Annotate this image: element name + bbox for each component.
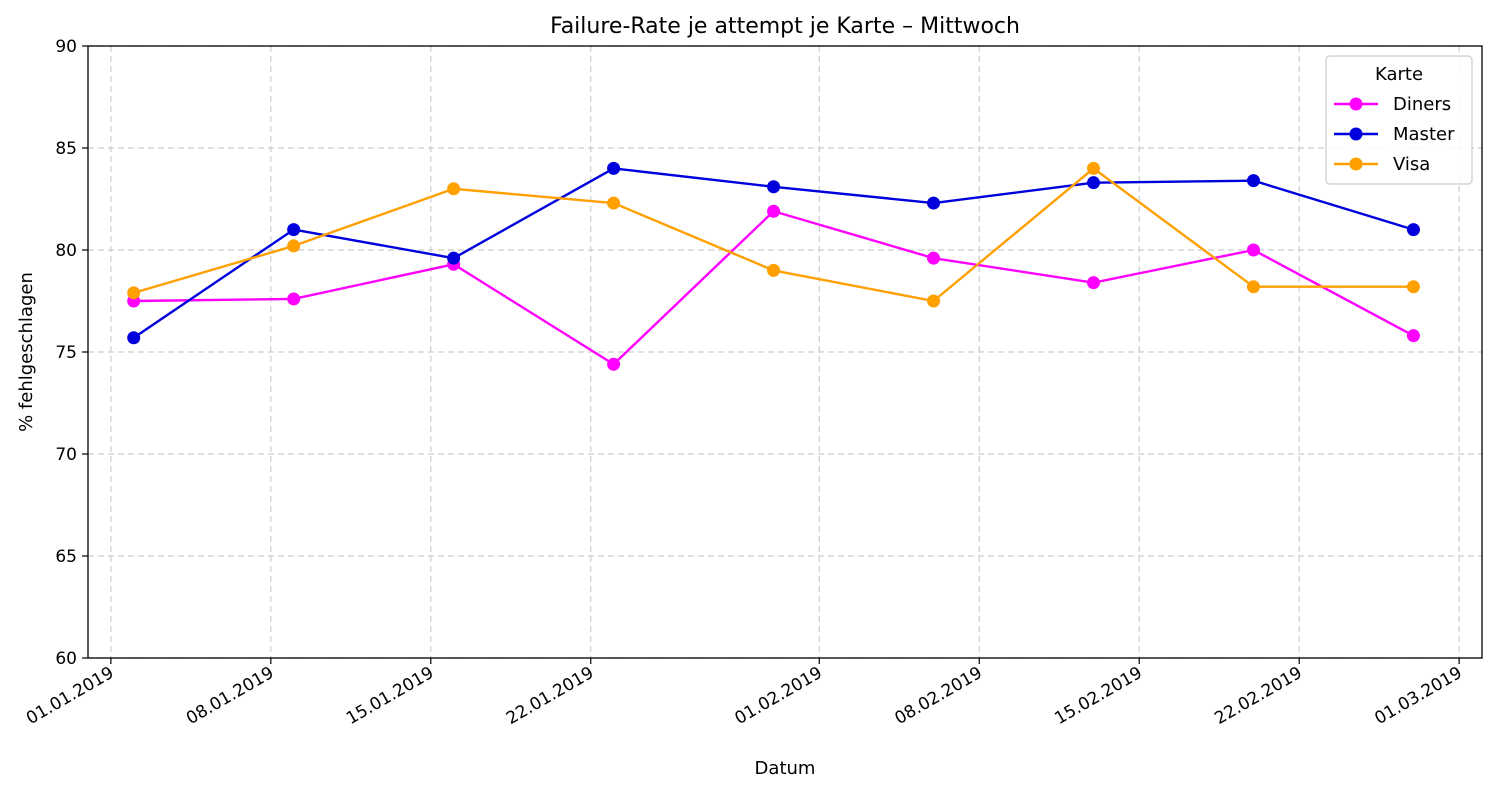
x-axis-label: Datum — [755, 758, 816, 779]
y-tick-label: 70 — [55, 445, 77, 465]
data-point-diners — [1406, 329, 1420, 343]
data-point-visa — [447, 182, 461, 196]
data-point-visa — [287, 239, 301, 253]
y-tick-label: 60 — [55, 649, 77, 669]
x-tick-label: 01.01.2019 — [23, 663, 117, 729]
data-point-visa — [1406, 280, 1420, 294]
legend-items: Diners Master Visa — [1334, 94, 1455, 175]
y-axis-label: % fehlgeschlagen — [16, 272, 37, 432]
data-point-master — [1087, 176, 1101, 190]
data-point-master — [127, 331, 141, 345]
data-point-diners — [1087, 276, 1101, 290]
data-point-master — [1406, 223, 1420, 237]
y-tick-label: 80 — [55, 241, 77, 261]
data-point-visa — [127, 286, 141, 300]
data-point-master — [287, 223, 301, 237]
data-point-visa — [607, 196, 621, 210]
series-lines — [127, 161, 1420, 371]
legend-label-visa: Visa — [1393, 154, 1430, 175]
chart-title: Failure-Rate je attempt je Karte – Mittw… — [550, 14, 1020, 39]
x-tick-label: 01.03.2019 — [1371, 663, 1465, 729]
x-tick-label: 22.02.2019 — [1211, 663, 1305, 729]
x-tick-label: 08.01.2019 — [183, 663, 277, 729]
data-point-master — [1246, 174, 1260, 188]
legend-box — [1325, 55, 1473, 185]
legend-marker-diners — [1349, 97, 1363, 111]
data-point-master — [767, 180, 781, 194]
legend-marker-master — [1349, 127, 1363, 141]
grid-lines — [88, 45, 1482, 659]
data-point-visa — [767, 263, 781, 277]
data-point-diners — [287, 292, 301, 306]
legend: Karte Diners Master Visa — [1325, 55, 1473, 185]
data-point-diners — [927, 251, 941, 265]
series-line-master — [133, 167, 1414, 339]
data-point-diners — [1246, 243, 1260, 257]
legend-label-diners: Diners — [1393, 94, 1451, 115]
x-tick-label: 15.02.2019 — [1051, 663, 1145, 729]
data-point-visa — [1246, 280, 1260, 294]
legend-marker-visa — [1349, 157, 1363, 171]
y-tick-label: 75 — [55, 343, 77, 363]
data-point-diners — [767, 204, 781, 218]
data-point-visa — [927, 294, 941, 308]
x-tick-label: 01.02.2019 — [731, 663, 825, 729]
data-point-master — [607, 161, 621, 175]
legend-title: Karte — [1375, 64, 1423, 85]
data-point-master — [927, 196, 941, 210]
axis-ticks: 60 65 70 75 80 85 90 01.01.2019 08.01.2019 15.01.… — [23, 37, 1466, 729]
data-point-diners — [607, 357, 621, 371]
y-tick-label: 65 — [55, 547, 77, 567]
y-tick-label: 85 — [55, 139, 77, 159]
data-point-visa — [1087, 161, 1101, 175]
x-tick-label: 08.02.2019 — [891, 663, 985, 729]
legend-label-master: Master — [1393, 124, 1455, 145]
x-tick-label: 22.01.2019 — [503, 663, 597, 729]
data-point-master — [447, 251, 461, 265]
x-tick-label: 15.01.2019 — [343, 663, 437, 729]
y-tick-label: 90 — [55, 37, 77, 57]
